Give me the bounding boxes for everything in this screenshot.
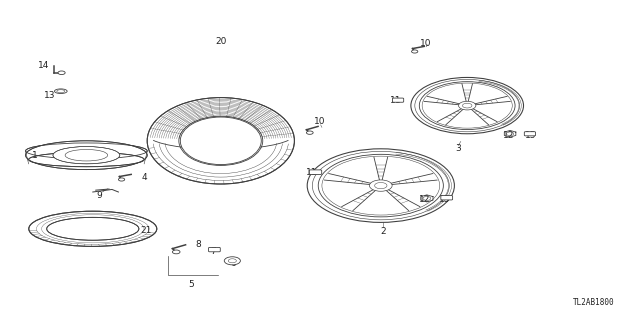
Ellipse shape [29, 152, 144, 167]
Ellipse shape [26, 143, 147, 159]
Circle shape [307, 131, 313, 134]
Ellipse shape [411, 77, 524, 134]
Text: 4: 4 [141, 173, 147, 182]
Text: 14: 14 [38, 61, 49, 70]
FancyBboxPatch shape [309, 170, 322, 174]
Text: 13: 13 [44, 92, 56, 100]
Ellipse shape [53, 147, 120, 164]
Text: 9: 9 [97, 191, 102, 200]
Ellipse shape [29, 211, 157, 246]
Ellipse shape [369, 180, 392, 191]
FancyBboxPatch shape [524, 132, 536, 136]
Text: 12: 12 [503, 132, 515, 140]
FancyBboxPatch shape [209, 247, 220, 252]
Text: TL2AB1800: TL2AB1800 [573, 298, 614, 307]
Text: 10: 10 [420, 39, 431, 48]
FancyBboxPatch shape [441, 196, 452, 200]
Text: 5: 5 [188, 280, 193, 289]
Ellipse shape [147, 98, 294, 184]
Circle shape [118, 178, 125, 181]
Ellipse shape [458, 101, 476, 110]
Text: 7: 7 [211, 247, 216, 256]
Text: 2: 2 [380, 228, 385, 236]
Text: 3: 3 [456, 144, 461, 153]
Text: 10: 10 [314, 117, 325, 126]
Text: 15: 15 [439, 196, 451, 204]
Text: 21: 21 [140, 226, 152, 235]
Text: 11: 11 [390, 96, 401, 105]
Circle shape [412, 50, 418, 53]
Ellipse shape [180, 117, 261, 164]
Text: 11: 11 [306, 168, 317, 177]
Ellipse shape [47, 217, 139, 240]
Text: 8: 8 [196, 240, 201, 249]
Text: 1: 1 [33, 151, 38, 160]
Circle shape [172, 250, 180, 254]
FancyBboxPatch shape [392, 98, 404, 102]
Text: 15: 15 [525, 132, 537, 140]
Text: 20: 20 [215, 37, 227, 46]
Text: 6: 6 [231, 260, 236, 268]
Ellipse shape [54, 89, 67, 93]
Ellipse shape [26, 141, 147, 170]
Circle shape [224, 257, 241, 265]
Text: 12: 12 [419, 196, 430, 204]
Ellipse shape [307, 149, 454, 222]
Circle shape [58, 71, 65, 75]
